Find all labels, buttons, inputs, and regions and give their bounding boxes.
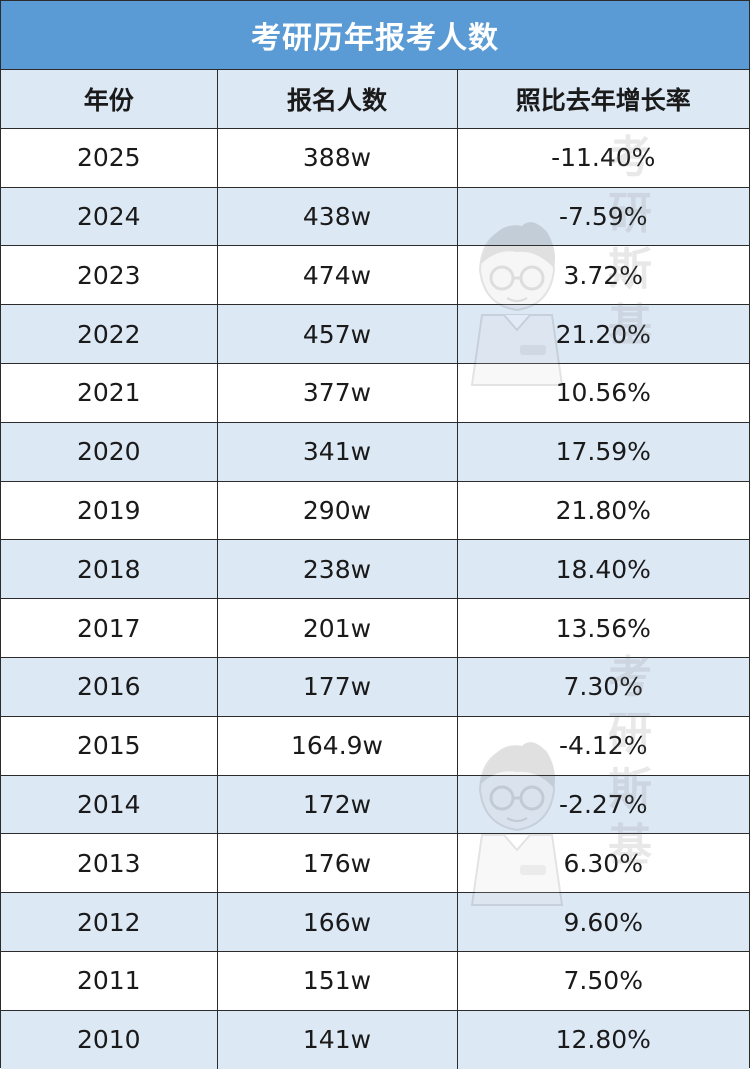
cell-count: 238w xyxy=(216,539,458,600)
cell-growth: 17.59% xyxy=(456,421,749,482)
cell-year: 2012 xyxy=(1,892,218,952)
cell-growth: 7.30% xyxy=(456,656,749,717)
table-row: 2018 238w 18.40% xyxy=(1,539,749,600)
cell-growth: 12.80% xyxy=(456,1009,749,1069)
cell-year: 2022 xyxy=(1,304,218,364)
cell-year: 2013 xyxy=(1,833,218,894)
cell-year: 2018 xyxy=(1,539,218,600)
cell-year: 2016 xyxy=(1,656,218,717)
table-row: 2020 341w 17.59% xyxy=(1,421,749,482)
cell-count: 474w xyxy=(216,245,458,306)
table-row: 2013 176w 6.30% xyxy=(1,833,749,894)
cell-year: 2021 xyxy=(1,362,218,423)
table-row: 2016 177w 7.30% xyxy=(1,656,749,717)
cell-year: 2014 xyxy=(1,774,218,835)
cell-growth: 21.20% xyxy=(456,304,749,364)
cell-growth: 13.56% xyxy=(456,598,749,658)
cell-count: 457w xyxy=(216,304,458,364)
cell-count: 341w xyxy=(216,421,458,482)
cell-count: 438w xyxy=(216,186,458,247)
cell-year: 2020 xyxy=(1,421,218,482)
cell-count: 172w xyxy=(216,774,458,835)
cell-count: 151w xyxy=(216,950,458,1011)
table-row: 2017 201w 13.56% xyxy=(1,598,749,658)
cell-growth: 6.30% xyxy=(456,833,749,894)
header-row: 年份 报名人数 照比去年增长率 xyxy=(1,70,749,129)
cell-count: 388w xyxy=(216,127,458,188)
header-year: 年份 xyxy=(1,70,218,129)
cell-count: 164.9w xyxy=(216,715,458,776)
cell-growth: 3.72% xyxy=(456,245,749,306)
header-count: 报名人数 xyxy=(216,70,458,129)
table-row: 2019 290w 21.80% xyxy=(1,480,749,541)
cell-count: 290w xyxy=(216,480,458,541)
cell-growth: 18.40% xyxy=(456,539,749,600)
cell-count: 201w xyxy=(216,598,458,658)
cell-growth: 21.80% xyxy=(456,480,749,541)
table-row: 2022 457w 21.20% xyxy=(1,304,749,364)
cell-count: 166w xyxy=(216,892,458,952)
cell-count: 141w xyxy=(216,1009,458,1069)
cell-year: 2015 xyxy=(1,715,218,776)
cell-growth: -4.12% xyxy=(456,715,749,776)
table-row: 2021 377w 10.56% xyxy=(1,362,749,423)
cell-growth: 9.60% xyxy=(456,892,749,952)
cell-year: 2019 xyxy=(1,480,218,541)
cell-count: 176w xyxy=(216,833,458,894)
cell-year: 2010 xyxy=(1,1009,218,1069)
cell-growth: 7.50% xyxy=(456,950,749,1011)
cell-count: 177w xyxy=(216,656,458,717)
cell-year: 2025 xyxy=(1,127,218,188)
cell-year: 2023 xyxy=(1,245,218,306)
cell-growth: -7.59% xyxy=(456,186,749,247)
table-row: 2024 438w -7.59% xyxy=(1,186,749,247)
enrollment-table: 年份 报名人数 照比去年增长率 2025 388w -11.40% 2024 438w -… xyxy=(1,70,749,1069)
cell-growth: -11.40% xyxy=(456,127,749,188)
table-row: 2023 474w 3.72% xyxy=(1,245,749,306)
cell-year: 2017 xyxy=(1,598,218,658)
table-row: 2014 172w -2.27% xyxy=(1,774,749,835)
table-row: 2015 164.9w -4.12% xyxy=(1,715,749,776)
table-row: 2012 166w 9.60% xyxy=(1,892,749,952)
table-title: 考研历年报考人数 xyxy=(1,1,749,70)
cell-growth: 10.56% xyxy=(456,362,749,423)
cell-growth: -2.27% xyxy=(456,774,749,835)
table-row: 2011 151w 7.50% xyxy=(1,950,749,1011)
cell-count: 377w xyxy=(216,362,458,423)
table-row: 2025 388w -11.40% xyxy=(1,127,749,188)
header-growth: 照比去年增长率 xyxy=(456,70,749,129)
table-row: 2010 141w 12.80% xyxy=(1,1009,749,1069)
cell-year: 2024 xyxy=(1,186,218,247)
cell-year: 2011 xyxy=(1,950,218,1011)
